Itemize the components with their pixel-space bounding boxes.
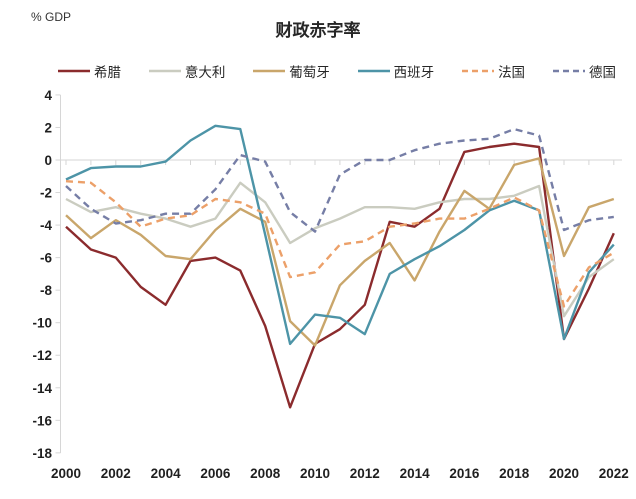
series-line-italy [65,181,615,318]
y-tick-label: 0 [44,153,52,168]
legend-swatch-italy [148,69,181,73]
x-tick-label: 2006 [200,466,231,481]
y-axis-unit-label: % GDP [31,10,72,24]
legend-item-italy: 意大利 [148,61,226,81]
y-tick-label: 4 [44,88,52,103]
y-tick-label: -14 [32,381,52,396]
series-line-greece [65,142,615,409]
legend-item-france: 法国 [462,61,525,81]
series-line-portugal [65,157,615,347]
x-tick-label: 2022 [599,466,629,481]
series-line-france [65,180,615,308]
legend-label-greece: 希腊 [94,65,121,80]
legend-item-portugal: 葡萄牙 [253,61,330,81]
x-tick-label: 2020 [549,466,579,481]
x-tick-label: 2012 [350,466,380,481]
legend-item-greece: 希腊 [58,61,121,81]
legend-label-portugal: 葡萄牙 [289,65,330,80]
legend-label-france: 法国 [498,65,526,80]
x-tick-label: 2004 [151,466,182,481]
legend-swatch-greece [58,69,90,73]
legend-swatch-portugal [253,69,286,73]
legend-item-spain: 西班牙 [357,61,435,81]
legend: 希腊 意大利 葡萄牙 西班牙 法国 德国 [58,61,616,81]
y-tick-label: 2 [44,120,52,135]
y-tick-label: -6 [40,251,52,266]
chart-title: 财政赤字率 [275,21,361,40]
y-tick-label: -4 [40,218,52,233]
y-tick-label: -16 [32,413,52,428]
legend-swatch-spain [357,69,390,73]
y-tick-label: -12 [32,348,52,363]
x-tick-label: 2016 [449,466,480,481]
y-tick-label: -8 [40,283,52,298]
x-tick-label: 2014 [400,466,431,481]
y-tick-label: -10 [32,316,52,331]
legend-label-italy: 意大利 [184,65,226,80]
legend-label-spain: 西班牙 [393,65,435,80]
y-tick-label: -2 [40,186,52,201]
x-tick-label: 2002 [101,466,131,481]
x-tick-label: 2018 [499,466,530,481]
x-tick-label: 2000 [51,466,81,481]
x-tick-label: 2010 [300,466,330,481]
legend-label-germany: 德国 [588,65,616,80]
y-tick-label: -18 [32,446,52,461]
legend-swatch-france [462,69,495,73]
legend-swatch-germany [552,69,585,73]
series-line-spain [65,124,615,346]
x-tick-label: 2008 [250,466,281,481]
legend-item-germany: 德国 [552,61,616,81]
